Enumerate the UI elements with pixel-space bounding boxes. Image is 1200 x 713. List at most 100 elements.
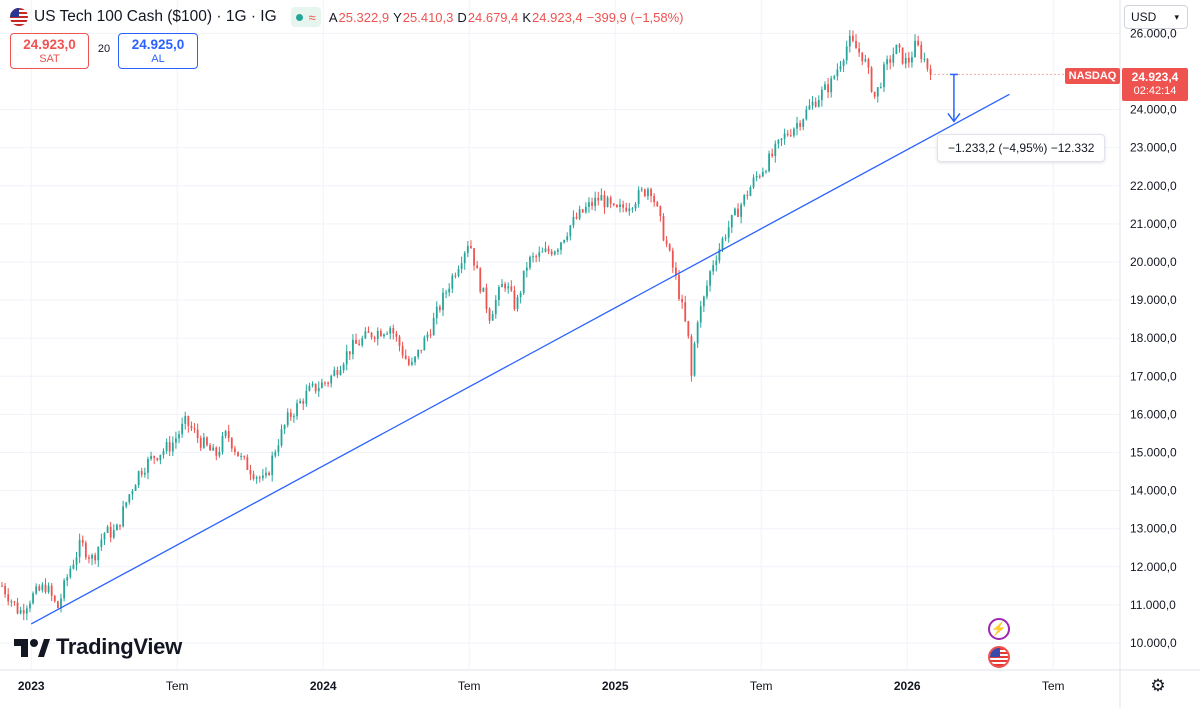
time-axis[interactable]: 2023 Tem 2024 Tem 2025 Tem 2026 Tem (18, 679, 1065, 693)
candle (479, 267, 482, 294)
us-flag-event-icon[interactable] (988, 646, 1010, 668)
buy-button[interactable]: 24.925,0 AL (118, 33, 198, 69)
trendline-layer[interactable] (30, 93, 1010, 625)
candle (348, 351, 351, 360)
candle (675, 262, 677, 280)
candle (66, 574, 69, 587)
candle (159, 454, 162, 465)
candle (752, 174, 755, 189)
candle (836, 63, 839, 81)
candle (476, 261, 479, 269)
candle (84, 540, 87, 560)
gear-icon[interactable]: ⚙ (1150, 676, 1166, 695)
measure-layer[interactable] (947, 73, 961, 123)
candle (448, 283, 451, 297)
candle (855, 34, 857, 49)
candle (895, 44, 898, 55)
candle (212, 444, 215, 451)
candle (600, 188, 603, 201)
market-status-pill[interactable]: ≈ (290, 7, 321, 27)
candle (619, 198, 621, 213)
candle (364, 327, 367, 340)
currency-dropdown[interactable]: USD ▾ (1124, 5, 1188, 29)
candle (699, 300, 702, 328)
candle (261, 468, 264, 481)
candle (429, 329, 432, 339)
candle (615, 204, 618, 208)
candle (870, 66, 873, 93)
candle (668, 243, 671, 252)
sell-button[interactable]: 24.923,0 SAT (10, 33, 89, 69)
bar-countdown: 02:42:14 (1133, 85, 1177, 97)
market-open-dot-icon (295, 13, 303, 21)
candle (122, 500, 125, 528)
candle (566, 232, 569, 243)
y-tick-label-8: 18.000,0 (1130, 331, 1177, 345)
x-tick-label-2: 2024 (310, 679, 337, 693)
candle (199, 435, 202, 451)
candle (333, 366, 336, 377)
candle (466, 241, 469, 258)
candle (817, 95, 820, 108)
candle (522, 270, 525, 296)
candle (274, 449, 277, 458)
candle (75, 551, 78, 571)
symbol-title[interactable]: US Tech 100 Cash ($100) · 1G · IG (34, 8, 277, 25)
tradingview-logo[interactable]: TradingView (14, 634, 182, 660)
candle (653, 193, 656, 207)
candle (761, 167, 764, 178)
candle (206, 436, 208, 447)
tradingview-logo-icon (14, 639, 50, 657)
y-tick-label-2: 12.000,0 (1130, 560, 1177, 574)
candle (584, 202, 587, 214)
candle (550, 249, 553, 257)
candle (342, 362, 345, 374)
candle (746, 190, 749, 200)
low-value: 24.679,4 (467, 9, 519, 25)
candle (243, 455, 246, 460)
y-tick-label-4: 14.000,0 (1130, 484, 1177, 498)
candle (628, 202, 631, 216)
measure-label[interactable]: −1.233,2 (−4,95%) −12.332 (937, 134, 1106, 162)
candle (898, 43, 901, 53)
candle (190, 421, 193, 432)
candle (734, 207, 736, 216)
candle (156, 457, 159, 462)
candle (575, 212, 578, 220)
candle (544, 241, 547, 253)
candle (507, 282, 510, 294)
candle (296, 399, 298, 420)
candle (901, 47, 904, 65)
candle (494, 295, 497, 319)
trend-line[interactable] (30, 93, 1010, 625)
candle (864, 54, 867, 63)
candle (460, 256, 463, 274)
candle (873, 91, 876, 99)
candle (134, 484, 137, 492)
candle (501, 279, 503, 288)
candle (768, 150, 770, 173)
candle (286, 408, 289, 428)
candle (780, 138, 783, 146)
candle (50, 582, 53, 602)
candle (202, 432, 205, 449)
candle (162, 448, 165, 459)
candle (687, 320, 690, 339)
candle (656, 200, 659, 208)
chevron-down-icon: ▾ (1174, 12, 1179, 22)
candle (603, 190, 606, 214)
lightning-icon[interactable]: ⚡ (988, 618, 1010, 640)
buy-label: AL (151, 53, 165, 65)
candle (538, 246, 541, 262)
price-axis[interactable]: 10.000,0 11.000,0 12.000,0 13.000,0 14.000,0… (1130, 26, 1177, 650)
candle (799, 120, 802, 131)
candle (650, 187, 652, 203)
candle (609, 195, 612, 209)
candle (730, 214, 733, 234)
candle (398, 334, 401, 352)
candle (588, 197, 590, 213)
candle (879, 82, 882, 89)
candle (196, 423, 199, 444)
